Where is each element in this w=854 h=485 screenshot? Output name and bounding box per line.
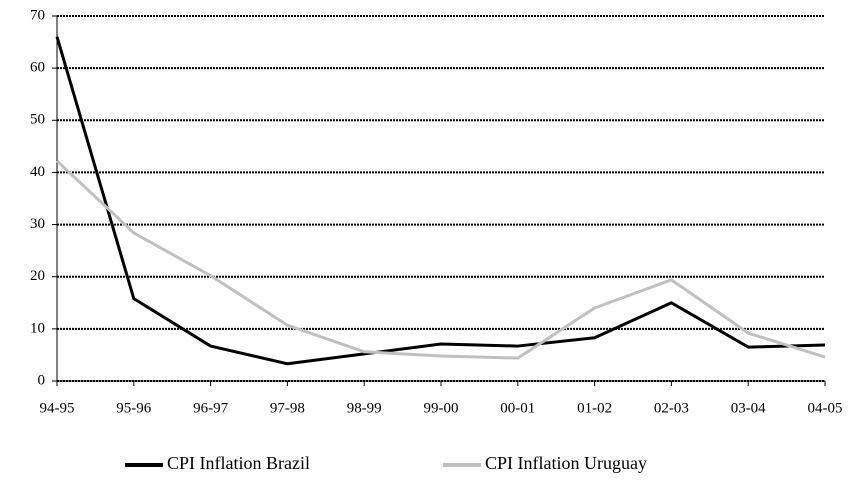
y-tick-label: 30: [30, 216, 45, 232]
x-tick-label: 03-04: [731, 400, 766, 416]
y-tick-label: 40: [30, 164, 45, 180]
x-tick-label: 96-97: [193, 400, 228, 416]
x-tick-label: 04-05: [808, 400, 843, 416]
y-tick-label: 0: [38, 372, 46, 388]
x-tick-label: 00-01: [500, 400, 535, 416]
x-tick-label: 95-96: [116, 400, 151, 416]
y-tick-label: 70: [30, 7, 45, 23]
x-tick-label: 94-95: [40, 400, 75, 416]
y-tick-label: 50: [30, 112, 45, 128]
x-tick-label: 98-99: [347, 400, 382, 416]
y-tick-label: 10: [30, 320, 45, 336]
y-tick-label: 20: [30, 268, 45, 284]
legend-label: CPI Inflation Uruguay: [485, 453, 647, 473]
x-tick-label: 97-98: [270, 400, 305, 416]
series-line: [55, 36, 826, 366]
x-tick-label: 02-03: [654, 400, 689, 416]
y-tick-label: 60: [30, 60, 45, 76]
x-tick-label: 01-02: [577, 400, 612, 416]
legend-label: CPI Inflation Brazil: [167, 453, 310, 473]
x-tick-label: 99-00: [424, 400, 459, 416]
series-line: [55, 159, 826, 360]
